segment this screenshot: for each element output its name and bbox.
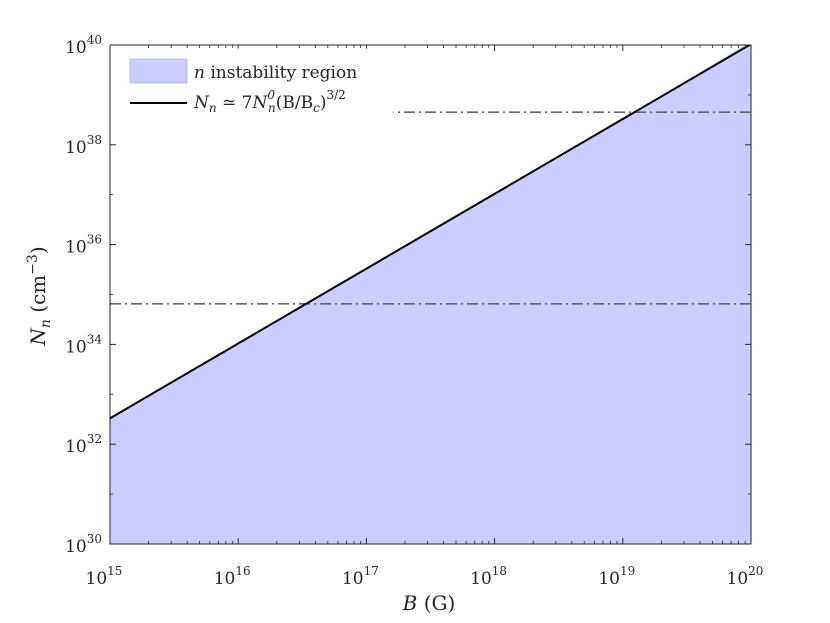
x-tick-label: 1020 xyxy=(727,564,764,589)
y-tick-label: 1036 xyxy=(65,233,102,258)
y-tick-label: 1034 xyxy=(65,332,102,357)
tick-labels: 1015 1016 1017 1018 1019 1020 1030 1032 1034 1036… xyxy=(65,33,763,589)
legend-swatch-region xyxy=(129,58,188,84)
instability-region-area xyxy=(110,45,751,544)
y-tick-label: 1032 xyxy=(65,432,102,457)
y-axis-label: Nn (cm−3) xyxy=(25,246,54,346)
plot-area xyxy=(110,45,751,544)
x-axis-label: B (G) xyxy=(402,591,456,615)
scaling-law-line xyxy=(110,45,751,420)
legend: n instability region Nn ≃ 7N0 n(B/Bc)3/2 xyxy=(109,48,394,120)
legend-label-region: n instability region xyxy=(194,63,357,83)
x-tick-label: 1019 xyxy=(598,564,635,589)
plot-frame xyxy=(109,44,752,545)
x-tick-label: 1015 xyxy=(86,564,123,589)
legend-label-line: Nn ≃ 7N0 n(B/Bc)3/2 xyxy=(193,88,346,115)
y-tick-label: 1030 xyxy=(65,532,102,557)
x-tick-label: 1018 xyxy=(470,564,507,589)
x-tick-label: 1016 xyxy=(214,564,251,589)
x-tick-label: 1017 xyxy=(342,564,379,589)
y-tick-label: 1040 xyxy=(65,33,102,58)
y-tick-label: 1038 xyxy=(65,133,102,158)
